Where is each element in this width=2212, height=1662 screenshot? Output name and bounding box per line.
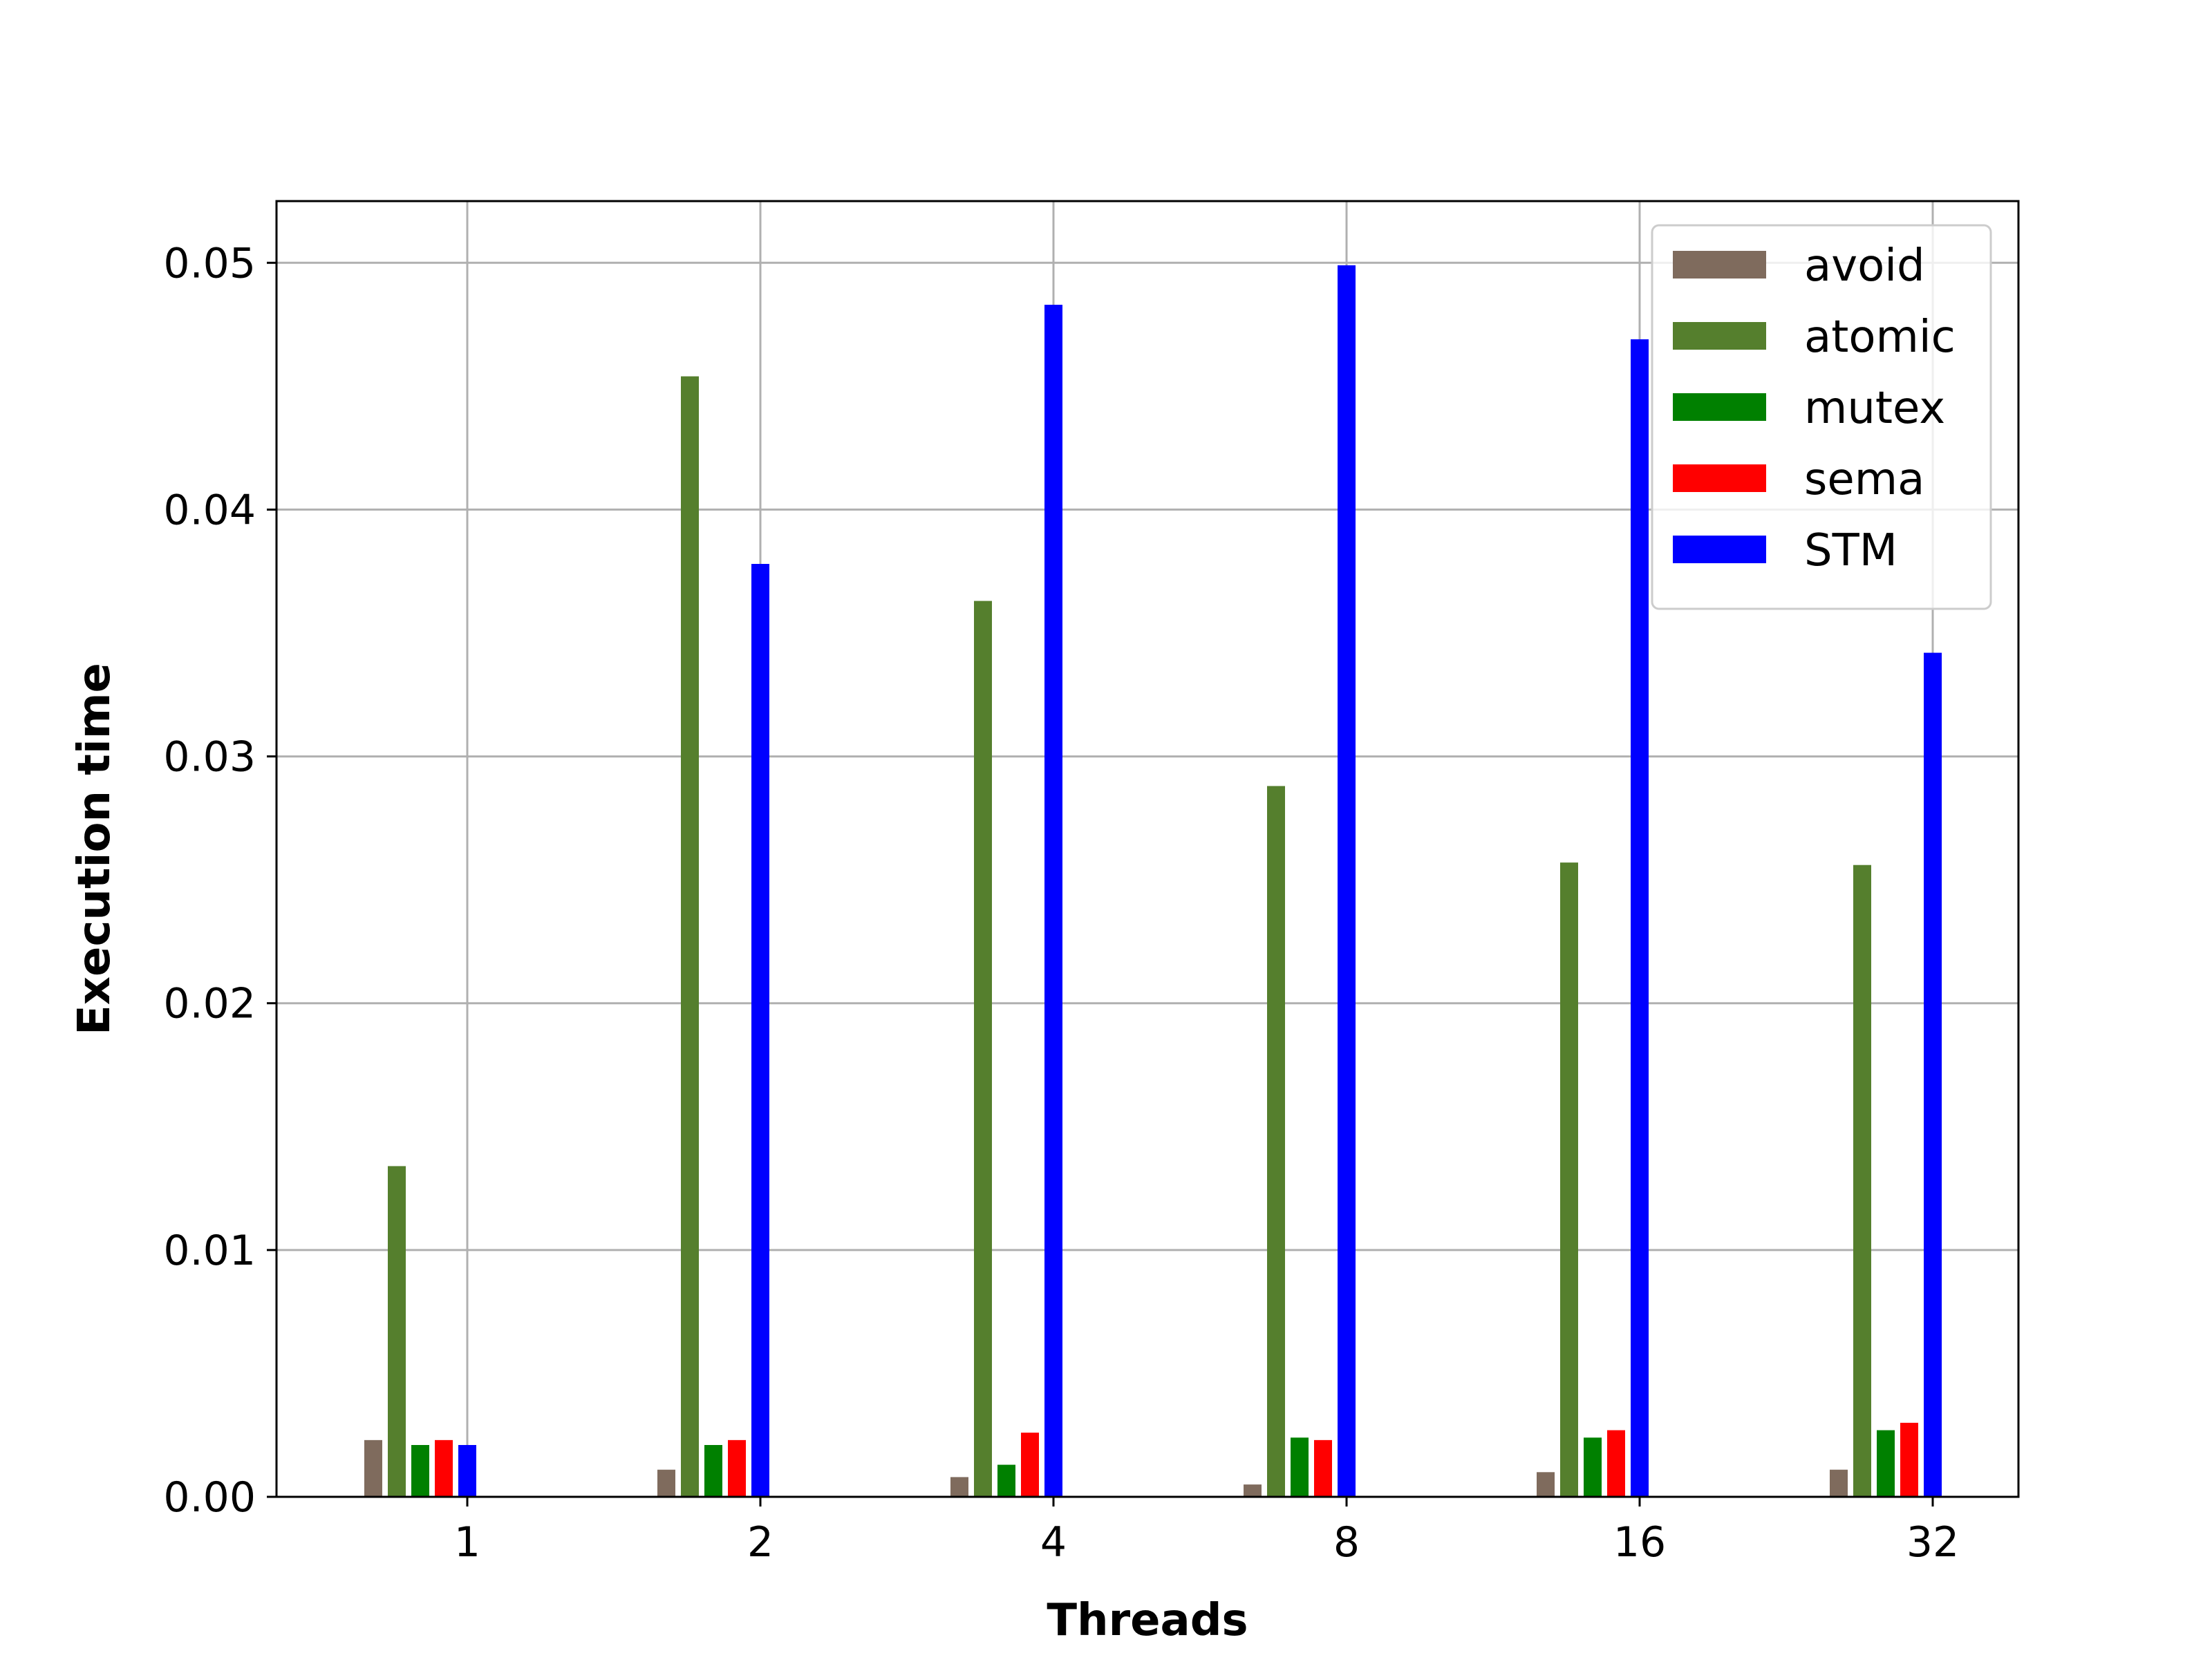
bar-mutex-2 bbox=[704, 1445, 722, 1497]
bar-mutex-8 bbox=[1291, 1437, 1309, 1497]
y-axis-title: Execution time bbox=[69, 663, 120, 1035]
bar-mutex-1 bbox=[411, 1445, 429, 1497]
bar-mutex-16 bbox=[1584, 1437, 1602, 1497]
legend-swatch-atomic bbox=[1673, 322, 1766, 350]
legend-swatch-mutex bbox=[1673, 393, 1766, 421]
y-tick-label: 0.03 bbox=[163, 733, 256, 782]
legend-box bbox=[1651, 224, 1992, 610]
y-tick-label: 0.05 bbox=[163, 239, 256, 287]
legend-label-avoid: avoid bbox=[1804, 240, 1925, 292]
legend-swatch-STM bbox=[1673, 536, 1766, 563]
legend-label-STM: STM bbox=[1804, 525, 1897, 576]
bar-atomic-4 bbox=[974, 601, 992, 1497]
bar-atomic-2 bbox=[681, 376, 699, 1497]
bar-atomic-1 bbox=[388, 1166, 406, 1497]
bar-avoid-2 bbox=[657, 1469, 675, 1497]
x-axis-ticks: 1 2 4 8 16 32 bbox=[454, 1497, 1959, 1567]
x-tick-label: 8 bbox=[1333, 1518, 1360, 1567]
bar-atomic-8 bbox=[1267, 786, 1285, 1497]
bar-avoid-32 bbox=[1830, 1469, 1848, 1497]
bar-STM-32 bbox=[1924, 652, 1942, 1497]
legend-label-atomic: atomic bbox=[1804, 312, 1956, 363]
x-tick-label: 32 bbox=[1906, 1518, 1959, 1567]
y-tick-label: 0.04 bbox=[163, 486, 256, 534]
x-tick-label: 16 bbox=[1613, 1518, 1666, 1567]
y-tick-label: 0.02 bbox=[163, 980, 256, 1028]
bar-avoid-4 bbox=[950, 1477, 968, 1497]
x-axis-title: Threads bbox=[1047, 1595, 1248, 1646]
bars bbox=[364, 265, 1942, 1497]
x-tick-label: 1 bbox=[454, 1518, 480, 1567]
legend-label-mutex: mutex bbox=[1804, 383, 1945, 434]
x-tick-label: 4 bbox=[1040, 1518, 1067, 1567]
bar-STM-1 bbox=[458, 1445, 476, 1497]
y-tick-label: 0.01 bbox=[163, 1227, 256, 1275]
bar-sema-4 bbox=[1021, 1433, 1039, 1497]
bar-sema-2 bbox=[728, 1439, 746, 1497]
bar-sema-32 bbox=[1900, 1422, 1918, 1497]
bar-mutex-4 bbox=[997, 1464, 1015, 1497]
bar-STM-16 bbox=[1631, 339, 1649, 1497]
bar-atomic-16 bbox=[1560, 862, 1578, 1497]
bar-atomic-32 bbox=[1853, 865, 1871, 1497]
x-tick-label: 2 bbox=[747, 1518, 774, 1567]
y-tick-label: 0.00 bbox=[163, 1473, 256, 1522]
bar-STM-2 bbox=[751, 564, 769, 1497]
bar-sema-8 bbox=[1314, 1439, 1332, 1497]
bar-sema-16 bbox=[1607, 1430, 1625, 1497]
bar-mutex-32 bbox=[1877, 1430, 1895, 1497]
legend-swatch-sema bbox=[1673, 464, 1766, 492]
legend: avoid atomic mutex sema STM bbox=[1651, 224, 1992, 610]
bar-avoid-8 bbox=[1244, 1484, 1262, 1497]
bar-avoid-1 bbox=[364, 1439, 382, 1497]
bar-sema-1 bbox=[435, 1439, 453, 1497]
y-axis-ticks: 0.00 0.01 0.02 0.03 0.04 0.05 bbox=[163, 239, 276, 1522]
legend-swatch-avoid bbox=[1673, 251, 1766, 278]
bar-STM-4 bbox=[1044, 305, 1062, 1497]
legend-label-sema: sema bbox=[1804, 454, 1924, 505]
bar-STM-8 bbox=[1338, 265, 1356, 1497]
bar-avoid-16 bbox=[1537, 1472, 1555, 1497]
plot-area-frame bbox=[275, 200, 2020, 1498]
